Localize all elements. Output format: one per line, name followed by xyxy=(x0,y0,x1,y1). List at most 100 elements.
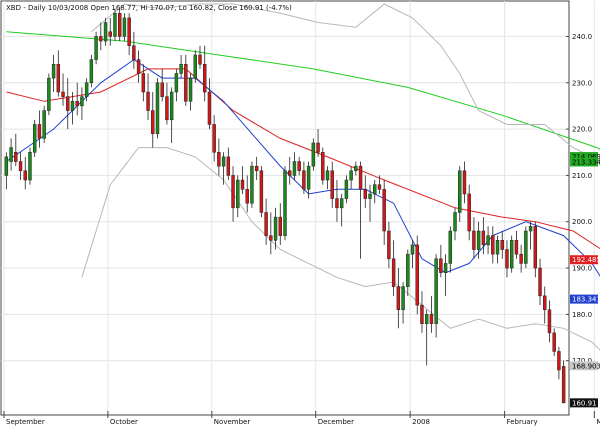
candle-65 xyxy=(311,138,316,171)
candle-2 xyxy=(14,133,18,167)
y-tick-label-1: 180.0 xyxy=(572,311,592,319)
candle-18 xyxy=(89,54,94,88)
candle-7 xyxy=(37,110,42,148)
candle-100 xyxy=(476,221,481,259)
candle-107 xyxy=(509,235,514,273)
candle-97 xyxy=(462,161,467,204)
candle-112 xyxy=(533,221,538,278)
line-sma200 xyxy=(6,31,600,150)
candle-42 xyxy=(203,45,207,102)
y-tick-label-0: 170.0 xyxy=(572,357,592,365)
grid-lines xyxy=(1,1,595,415)
price-tag-5: 160.91 xyxy=(570,398,598,408)
candle-93 xyxy=(443,254,448,296)
candle-38 xyxy=(184,54,188,106)
candle-23 xyxy=(113,8,117,42)
candle-14 xyxy=(70,92,75,125)
y-tick-label-2: 190.0 xyxy=(572,265,592,273)
candle-41 xyxy=(198,45,202,69)
candle-13 xyxy=(66,78,70,130)
svg-text:214.069: 214.069 xyxy=(572,153,600,161)
candle-118 xyxy=(561,360,566,404)
candle-16 xyxy=(80,87,84,120)
candle-110 xyxy=(524,226,528,269)
candle-40 xyxy=(193,50,197,83)
candle-67 xyxy=(321,147,325,185)
candle-43 xyxy=(207,78,212,130)
x-axis-ticks: September October November December 2008 Febr… xyxy=(3,411,600,426)
price-tag-1: 213.334 xyxy=(570,157,600,167)
candle-96 xyxy=(458,166,462,222)
candle-49 xyxy=(236,175,240,218)
price-tag-0: 214.069 xyxy=(570,152,600,162)
candle-116 xyxy=(552,328,556,357)
y-axis-ticks: 170.0 180.0 190.0 200.0 210.0 220.0 230.0 240.0 xyxy=(566,33,592,365)
candle-83 xyxy=(396,268,401,329)
candle-78 xyxy=(373,180,377,204)
candle-88 xyxy=(420,291,424,333)
svg-text:160.91: 160.91 xyxy=(572,399,597,407)
candle-73 xyxy=(349,166,353,190)
candle-90 xyxy=(429,295,434,333)
candle-115 xyxy=(547,300,552,343)
x-tick-label-2: November xyxy=(214,418,251,426)
svg-text:183.341: 183.341 xyxy=(572,296,600,304)
candle-60 xyxy=(288,156,292,185)
candle-114 xyxy=(543,286,547,324)
chart-title: XBD - Daily 10/03/2008 Open 168.77, Hi 1… xyxy=(6,4,292,12)
y-tick-label-5: 220.0 xyxy=(572,126,592,134)
candle-9 xyxy=(47,73,51,116)
candle-69 xyxy=(330,161,334,208)
candle-30 xyxy=(146,73,150,120)
candle-46 xyxy=(221,152,226,185)
candle-24 xyxy=(117,8,122,42)
x-tick-label-3: December xyxy=(318,418,354,426)
candle-29 xyxy=(141,64,146,102)
candle-51 xyxy=(245,175,249,213)
candle-77 xyxy=(368,184,372,222)
candle-75 xyxy=(358,161,363,259)
candle-81 xyxy=(387,221,391,269)
candle-56 xyxy=(269,212,273,255)
candle-76 xyxy=(363,175,367,208)
candle-31 xyxy=(151,92,155,148)
candle-91 xyxy=(434,254,438,338)
svg-text:168.903: 168.903 xyxy=(572,362,600,370)
candle-113 xyxy=(538,258,542,306)
candle-6 xyxy=(32,119,37,157)
candle-64 xyxy=(306,161,311,199)
candle-0 xyxy=(4,152,9,190)
candle-105 xyxy=(500,231,504,259)
candle-68 xyxy=(325,166,330,190)
candle-94 xyxy=(448,226,453,273)
candle-58 xyxy=(278,203,282,245)
candle-12 xyxy=(61,73,65,106)
candle-45 xyxy=(217,138,221,176)
candle-84 xyxy=(401,281,405,324)
candle-54 xyxy=(259,166,264,218)
candle-10 xyxy=(51,54,56,93)
candle-26 xyxy=(127,13,131,55)
candle-36 xyxy=(174,68,179,102)
candle-59 xyxy=(283,166,287,241)
x-tick-label-6: March xyxy=(596,418,600,426)
x-tick-label-1: October xyxy=(110,418,138,426)
candle-108 xyxy=(514,231,519,259)
price-tag-2: 192.485 xyxy=(570,255,600,265)
line-band_lower xyxy=(81,147,600,351)
candle-109 xyxy=(519,244,523,273)
candle-15 xyxy=(75,82,79,116)
candle-85 xyxy=(406,249,410,296)
candle-22 xyxy=(108,17,112,46)
candle-44 xyxy=(212,115,216,162)
candle-50 xyxy=(240,166,245,194)
y-tick-label-6: 230.0 xyxy=(572,79,592,87)
candle-103 xyxy=(491,226,495,264)
svg-text:213.334: 213.334 xyxy=(572,158,600,166)
candle-62 xyxy=(297,156,301,176)
candle-111 xyxy=(528,221,533,250)
candle-104 xyxy=(495,235,500,264)
candle-61 xyxy=(292,152,297,181)
